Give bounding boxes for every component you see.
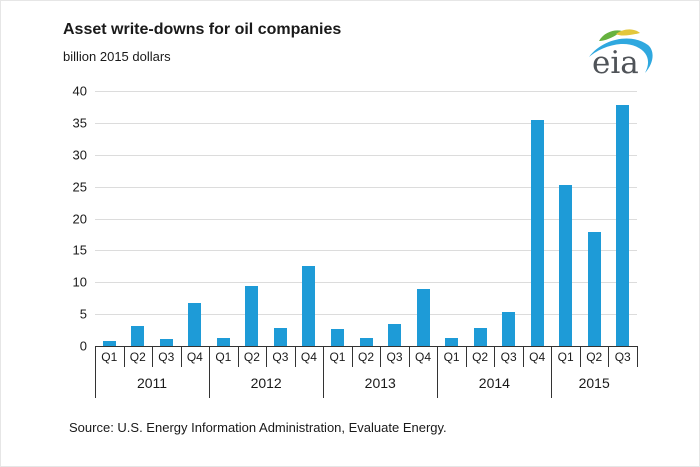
quarter-tick — [266, 346, 268, 367]
quarter-tick — [465, 346, 467, 367]
quarter-label: Q1 — [443, 350, 460, 364]
chart-subtitle: billion 2015 dollars — [63, 49, 171, 64]
logo-leaf-yellow — [616, 29, 640, 36]
quarter-label: Q1 — [101, 350, 118, 364]
axis-end-tick — [637, 346, 638, 367]
bar — [245, 286, 259, 346]
y-axis-label: 40 — [72, 83, 87, 99]
gridline — [95, 122, 637, 124]
quarter-label: Q2 — [472, 350, 489, 364]
year-label: 2013 — [364, 375, 396, 391]
x-axis-line — [95, 346, 638, 347]
quarter-tick — [494, 346, 496, 367]
quarter-tick — [608, 346, 610, 367]
bar — [159, 338, 173, 346]
quarter-tick — [408, 346, 410, 367]
year-separator — [95, 346, 96, 398]
gridline — [95, 154, 637, 156]
quarter-tick — [351, 346, 353, 367]
gridline — [95, 250, 637, 252]
quarter-label: Q4 — [529, 350, 546, 364]
bar — [188, 303, 202, 346]
quarter-tick — [152, 346, 154, 367]
y-axis-label: 30 — [72, 147, 87, 163]
quarter-tick — [294, 346, 296, 367]
y-axis-label: 35 — [72, 115, 87, 131]
bar — [559, 185, 573, 346]
y-axis-label: 10 — [72, 274, 87, 290]
year-label: 2011 — [136, 375, 168, 391]
eia-logo: eia — [589, 29, 653, 81]
quarter-label: Q2 — [243, 350, 260, 364]
year-separator — [551, 346, 553, 398]
quarter-label: Q3 — [386, 350, 403, 364]
quarter-label: Q1 — [557, 350, 574, 364]
year-separator — [209, 346, 211, 398]
bar — [273, 328, 287, 346]
quarter-tick — [579, 346, 581, 367]
logo-text: eia — [592, 45, 639, 81]
bar — [587, 231, 601, 346]
year-label: 2014 — [478, 375, 510, 391]
chart-title: Asset write-downs for oil companies — [63, 21, 342, 38]
quarter-label: Q2 — [129, 350, 146, 364]
quarter-label: Q2 — [586, 350, 603, 364]
bar — [616, 105, 630, 346]
y-axis-label: 25 — [72, 179, 87, 195]
quarter-tick — [237, 346, 239, 367]
bar — [330, 329, 344, 346]
bar — [416, 288, 430, 346]
bar — [502, 312, 516, 346]
gridline — [95, 218, 637, 220]
quarter-label: Q3 — [158, 350, 175, 364]
quarter-label: Q3 — [614, 350, 631, 364]
bar — [445, 338, 459, 346]
bar — [131, 325, 145, 346]
quarter-label: Q1 — [215, 350, 232, 364]
year-label: 2012 — [250, 375, 282, 391]
year-separator — [323, 346, 325, 398]
logo-swoosh — [589, 38, 653, 73]
y-axis-label: 0 — [79, 338, 87, 354]
gridline — [95, 186, 637, 188]
y-axis-label: 20 — [72, 211, 87, 226]
bar — [388, 323, 402, 346]
bar — [530, 119, 544, 346]
gridline — [95, 91, 637, 92]
quarter-label: Q1 — [329, 350, 346, 364]
logo-leaf-green — [599, 30, 622, 41]
quarter-label: Q2 — [357, 350, 374, 364]
gridline — [95, 314, 637, 316]
quarter-tick — [522, 346, 524, 367]
gridline — [95, 282, 637, 284]
source-note: Source: U.S. Energy Information Administ… — [69, 420, 447, 435]
quarter-label: Q4 — [415, 350, 432, 364]
quarter-label: Q3 — [272, 350, 289, 364]
bar — [216, 338, 230, 346]
year-separator — [437, 346, 439, 398]
bar — [473, 327, 487, 346]
quarter-label: Q4 — [300, 350, 317, 364]
bar — [359, 337, 373, 346]
y-axis-label: 15 — [72, 242, 87, 258]
quarter-label: Q3 — [500, 350, 517, 364]
quarter-tick — [180, 346, 182, 367]
year-label: 2015 — [578, 375, 610, 391]
quarter-tick — [380, 346, 382, 367]
quarter-label: Q4 — [186, 350, 203, 364]
quarter-tick — [123, 346, 125, 367]
y-axis-label: 5 — [79, 306, 87, 322]
bar — [302, 266, 316, 346]
bar — [102, 340, 116, 346]
